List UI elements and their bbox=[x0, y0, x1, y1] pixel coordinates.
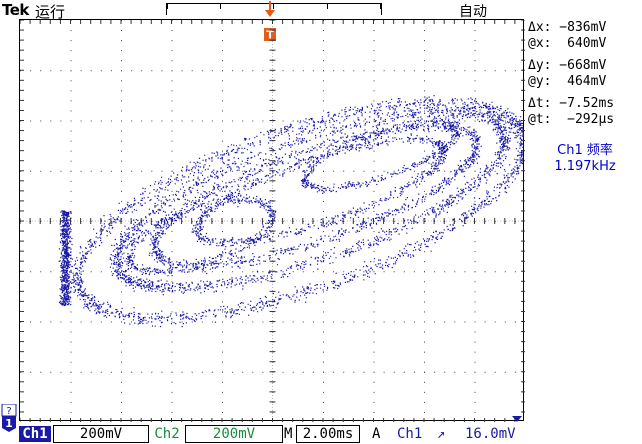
ch1-scale[interactable]: 200mV bbox=[53, 425, 149, 443]
trigger-level-arrow-icon bbox=[512, 416, 522, 422]
brand-logo: Tek bbox=[2, 1, 29, 19]
bottom-settings-bar: Ch1 200mV Ch2 200mV M 2.00ms A Ch1 ↗ 16.… bbox=[0, 424, 642, 444]
top-status-bar: Tek 运行 自动 bbox=[0, 0, 642, 21]
cursor-readouts: Δx: −836mV @x: 640mV Δy: −668mV @y: 464m… bbox=[528, 20, 642, 128]
ch2-button[interactable]: Ch2 bbox=[154, 426, 180, 442]
channel-marker-number: 1 bbox=[5, 417, 13, 430]
trigger-status: 自动 bbox=[459, 4, 487, 20]
at-t-readout: @t: −292μs bbox=[528, 112, 615, 127]
trigger-source[interactable]: Ch1 bbox=[397, 426, 423, 442]
timebase-scale[interactable]: 2.00ms bbox=[296, 425, 360, 443]
xy-trace bbox=[58, 95, 525, 328]
ch2-scale[interactable]: 200mV bbox=[185, 425, 283, 443]
channel-marker-top: ? bbox=[6, 406, 11, 417]
channel-1-marker-icon: ? 1 bbox=[1, 404, 17, 432]
timebase-label: M bbox=[284, 426, 293, 442]
delta-t-readout: Δt: −7.52ms bbox=[528, 96, 615, 111]
delta-x-readout: Δx: −836mV bbox=[528, 20, 607, 35]
xy-plot bbox=[20, 20, 525, 422]
acquisition-status: 运行 bbox=[35, 3, 66, 21]
horizontal-position-bar bbox=[166, 3, 382, 15]
waveform-display[interactable] bbox=[19, 19, 525, 422]
delta-y-readout: Δy: −668mV bbox=[528, 58, 607, 73]
trigger-marker-label: T bbox=[266, 29, 274, 42]
at-y-readout: @y: 464mV bbox=[528, 74, 607, 89]
measurement-value: 1.197kHz bbox=[554, 159, 616, 174]
trigger-mode: A bbox=[372, 426, 381, 442]
trace-points bbox=[58, 95, 525, 328]
at-x-readout: @x: 640mV bbox=[528, 36, 607, 51]
graticule-grid bbox=[20, 20, 525, 422]
measurement-label: Ch1 频率 bbox=[557, 143, 613, 158]
trigger-position-marker-icon: T bbox=[264, 1, 276, 42]
trigger-level[interactable]: 16.0mV bbox=[465, 426, 516, 442]
trigger-slope-icon: ↗ bbox=[437, 426, 446, 442]
frequency-measurement: Ch1 频率 1.197kHz bbox=[528, 143, 642, 175]
ch1-button[interactable]: Ch1 bbox=[19, 426, 51, 442]
